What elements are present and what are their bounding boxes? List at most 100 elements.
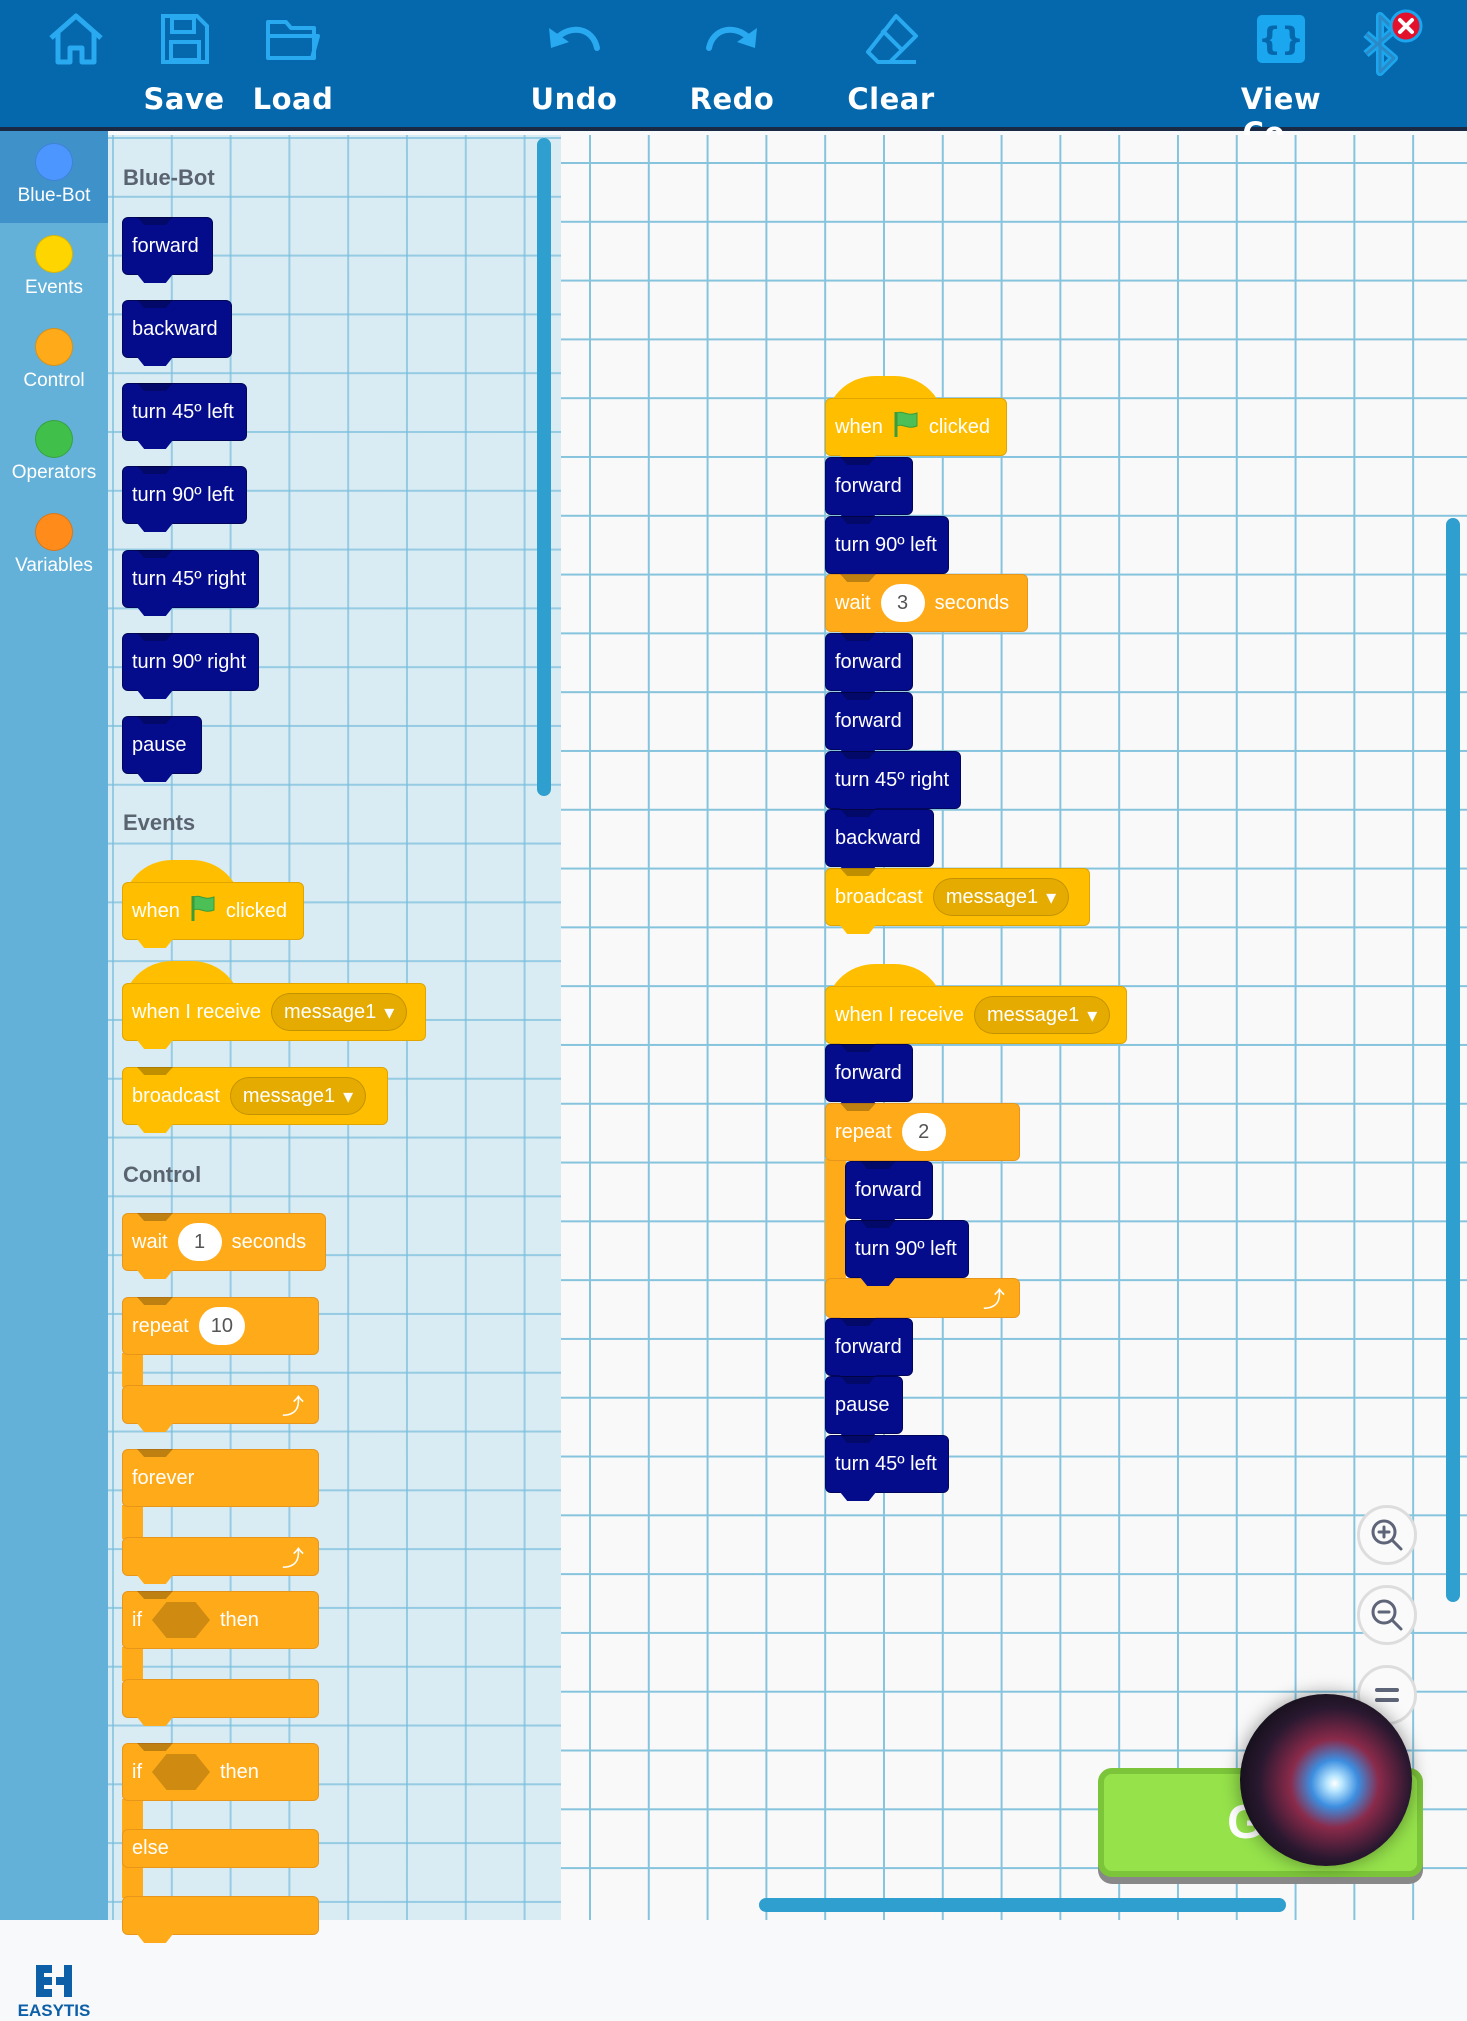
undo-label: Undo [530,82,618,116]
category-blue-bot[interactable]: Blue-Bot [0,131,108,223]
category-label: Variables [15,555,93,576]
block-wait-seconds[interactable]: wait 3 seconds [825,574,1028,640]
palette-heading-events: Events [123,810,196,835]
block-forward[interactable]: forward [845,1161,933,1227]
block-connector [137,773,173,782]
category-dot [35,513,73,551]
block-broadcast[interactable]: broadcast message1 ▾ [825,868,1090,934]
siri-orb-icon[interactable] [1240,1694,1412,1866]
block-turn-45-right[interactable]: turn 45º right [122,550,259,616]
clear-button[interactable]: Clear [831,8,951,116]
block-turn-45-left[interactable]: turn 45º left [122,383,247,449]
block-if-then[interactable]: if then [122,1743,319,1801]
block-forward[interactable]: forward [825,633,913,699]
save-button[interactable]: Save [124,8,244,116]
block-label: repeat [835,1120,892,1143]
block-turn-90-left[interactable]: turn 90º left [122,466,247,532]
block-forward[interactable]: forward [122,217,213,283]
eraser-icon [866,14,918,64]
block-notch [840,1376,876,1384]
load-label: Load [252,82,334,116]
message-dropdown[interactable]: message1 ▾ [270,993,408,1031]
message-dropdown[interactable]: message1 ▾ [973,996,1111,1034]
category-variables[interactable]: Variables [0,501,108,593]
message-dropdown[interactable]: message1 ▾ [229,1077,367,1115]
block-label: if [132,1608,142,1631]
block-when-i-receive[interactable]: when I receive message1 ▾ [825,986,1127,1052]
zoom-out-button[interactable] [1357,1585,1417,1645]
c-block-bottom [122,1679,319,1726]
view-code-button[interactable]: {} View Co... [1201,8,1361,150]
block-connector [840,1492,876,1501]
block-pause[interactable]: pause [825,1376,903,1442]
block-connector [137,1934,173,1943]
c-block-arm [122,1505,143,1539]
block-turn-90-right[interactable]: turn 90º right [122,633,259,699]
home-button[interactable] [16,8,136,70]
toolbar: Save Load Undo Redo Clear {} View Co... [0,0,1467,150]
block-turn-45-left[interactable]: turn 45º left [825,1435,949,1501]
number-input[interactable]: 10 [198,1307,245,1345]
block-label: clicked [928,415,990,438]
number-input[interactable]: 3 [880,584,925,622]
block-notch [840,1318,876,1326]
canvas-vertical-scrollbar[interactable] [1446,518,1460,1602]
block-notch [840,457,876,465]
block-notch [840,809,876,817]
category-events[interactable]: Events [0,223,108,315]
c-block-bottom [122,1896,319,1943]
block-if-then[interactable]: if then [122,1591,319,1649]
block-forward[interactable]: forward [825,1318,913,1384]
block-label: turn 90º right [132,650,247,673]
boolean-slot[interactable] [152,1754,210,1790]
reset-zoom-button[interactable] [1357,1665,1417,1725]
block-turn-90-left[interactable]: turn 90º left [845,1220,969,1286]
reset-zoom-icon [1375,1688,1399,1702]
block-when-i-receive[interactable]: when I receive message1 ▾ [122,983,426,1049]
easytis-logo: EASYTIS [0,1961,108,2021]
redo-button[interactable]: Redo [672,8,792,116]
palette-scrollbar[interactable] [537,138,551,796]
message-dropdown[interactable]: message1 ▾ [932,878,1070,916]
block-notch [137,466,173,474]
block-notch [840,1435,876,1443]
block-backward[interactable]: backward [825,809,934,875]
canvas-horizontal-scrollbar[interactable] [759,1898,1286,1912]
block-forward[interactable]: forward [825,1044,913,1110]
bluetooth-button[interactable] [1352,8,1424,84]
block-forward[interactable]: forward [825,692,913,758]
block-when-clicked[interactable]: when clicked [825,398,1007,464]
load-button[interactable]: Load [233,8,353,116]
zoom-in-button[interactable] [1357,1505,1417,1565]
category-label: Control [23,370,85,391]
undo-icon [549,26,600,51]
block-label: clicked [225,899,287,922]
block-label: seconds [934,591,1010,614]
block-backward[interactable]: backward [122,300,232,366]
chevron-down-icon: ▾ [384,1001,395,1024]
block-forward[interactable]: forward [825,457,913,523]
block-repeat[interactable]: repeat 2 [825,1103,1020,1161]
boolean-slot[interactable] [152,1602,210,1638]
number-input[interactable]: 1 [177,1223,222,1261]
block-turn-45-right[interactable]: turn 45º right [825,751,961,817]
block-connector [137,1717,173,1726]
category-control[interactable]: Control [0,316,108,408]
block-when-clicked[interactable]: when clicked [122,882,304,948]
code-braces-icon: {} [1257,15,1305,63]
block-forever[interactable]: forever [122,1449,319,1507]
block-repeat[interactable]: repeat 10 [122,1297,319,1355]
block-notch [137,383,173,391]
category-operators[interactable]: Operators [0,408,108,500]
undo-button[interactable]: Undo [514,8,634,116]
block-broadcast[interactable]: broadcast message1 ▾ [122,1067,388,1133]
block-notch [860,1220,896,1228]
category-label: Blue-Bot [17,185,91,206]
block-turn-90-left[interactable]: turn 90º left [825,516,949,582]
block-wait-seconds[interactable]: wait 1 seconds [122,1213,326,1279]
number-input[interactable]: 2 [901,1113,946,1151]
dropdown-value: message1 [242,1084,336,1107]
chevron-down-icon: ▾ [1087,1004,1098,1027]
block-pause[interactable]: pause [122,716,202,782]
block-notch [137,716,173,724]
